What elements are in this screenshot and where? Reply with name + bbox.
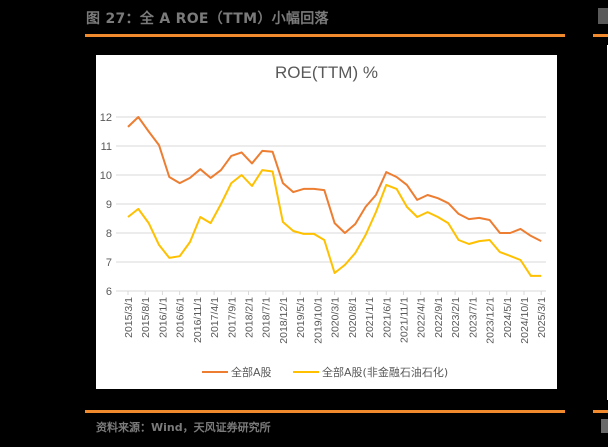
source-note: 资料来源：Wind，天风证券研究所 (96, 421, 271, 434)
y-tick-label: 6 (106, 286, 112, 298)
figure-title: 图 27：全 A ROE（TTM）小幅回落 (86, 11, 329, 27)
x-tick-label: 2023/2/1 (450, 297, 462, 338)
y-tick-label: 8 (106, 228, 112, 240)
x-tick-label: 2018/7/1 (261, 297, 273, 338)
legend-item-ex-fin: 全部A股(非金融石油石化) (293, 364, 448, 380)
footer-divider (85, 410, 565, 413)
x-tick-label: 2016/1/1 (157, 297, 169, 338)
x-tick-label: 2022/9/1 (433, 297, 445, 338)
legend-label: 全部A股(非金融石油石化) (322, 366, 449, 379)
series-line-all-a (127, 116, 542, 242)
legend-label: 全部A股 (231, 366, 272, 379)
x-tick-label: 2024/5/1 (502, 297, 514, 338)
x-tick-label: 2019/10/1 (312, 297, 324, 344)
x-tick-label: 2023/7/1 (467, 297, 479, 338)
x-tick-label: 2021/1/1 (364, 297, 376, 338)
header-divider-right (593, 34, 608, 37)
x-tick-label: 2015/3/1 (123, 297, 135, 338)
x-tick-label: 2017/9/1 (226, 297, 238, 338)
x-tick-label: 2019/5/1 (295, 297, 307, 338)
y-tick-label: 9 (106, 199, 112, 211)
chart-area: ROE(TTM) % 6 7 8 9 10 11 12 2015/3/1 2015/8/1 201… (96, 55, 557, 389)
line-chart: 6 7 8 9 10 11 12 2015/3/1 2015/8/1 2016/1/1 2016/6… (100, 112, 548, 344)
legend-swatch-orange (202, 371, 228, 373)
x-tick-label: 2021/6/1 (381, 297, 393, 338)
x-tick-label: 2020/8/1 (347, 297, 359, 338)
y-tick-label: 10 (100, 170, 112, 182)
next-figure-title-fragment (598, 8, 608, 24)
x-tick-label: 2018/2/1 (244, 297, 256, 338)
legend-swatch-yellow (293, 371, 319, 373)
x-tick-label: 2017/4/1 (209, 297, 221, 338)
x-tick-label: 2023/12/1 (485, 297, 497, 344)
x-tick-label: 2022/4/1 (416, 297, 428, 338)
legend-item-all-a: 全部A股 (202, 364, 272, 380)
header-divider (85, 34, 565, 37)
series-line-ex-fin (127, 169, 542, 277)
x-tick-label: 2018/12/1 (278, 297, 290, 344)
x-tick-label: 2024/10/1 (519, 297, 531, 344)
y-tick-label: 11 (101, 141, 112, 153)
chart-title: ROE(TTM) % (275, 63, 378, 82)
x-tick-label: 2015/8/1 (140, 297, 152, 338)
y-tick-label: 12 (100, 112, 112, 124)
x-tick-label: 2025/3/1 (536, 297, 548, 338)
next-figure-source-fragment (601, 419, 608, 433)
x-tick-label: 2016/6/1 (175, 297, 187, 338)
x-tick-label: 2016/11/1 (192, 297, 204, 343)
x-tick-label: 2020/3/1 (330, 297, 342, 338)
x-tick-label: 2021/11/1 (398, 297, 410, 343)
footer-divider-right (593, 410, 608, 413)
y-tick-label: 7 (106, 257, 112, 269)
